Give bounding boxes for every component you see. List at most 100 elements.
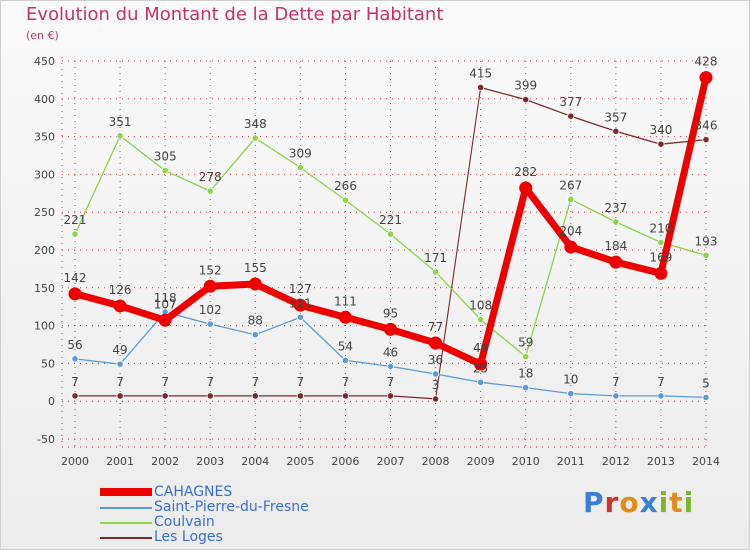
x-tick-label: 2009 [467,455,495,468]
data-label-les-loges: 415 [469,66,492,80]
data-point-cahagnes [699,71,713,85]
data-label-saint-pierre-du-fresne: 10 [563,373,578,387]
data-point-cahagnes [203,279,217,293]
data-point-saint-pierre-du-fresne [702,393,710,402]
data-point-cahagnes [248,277,262,291]
data-label-les-loges: 7 [206,375,214,389]
axes: -50 0 50 100 150 200 250 300 350 400 450 2000 2001 20… [34,55,720,468]
data-point-coulvain [477,315,485,324]
x-tick-label: 2007 [377,455,405,468]
data-label-coulvain: 278 [199,170,222,184]
x-tick-label: 2006 [331,455,359,468]
data-point-cahagnes [564,240,578,254]
legend-swatch-cahagnes [100,488,152,496]
data-label-coulvain: 348 [244,117,267,131]
x-tick-label: 2011 [557,455,585,468]
data-label-saint-pierre-du-fresne: 54 [338,339,353,353]
data-label-cahagnes: 142 [64,271,87,285]
data-point-cahagnes [293,298,307,312]
data-point-coulvain [386,230,395,238]
data-label-coulvain: 305 [154,150,177,164]
data-label-cahagnes: 127 [289,282,312,296]
y-tick-label: 450 [34,55,55,68]
data-point-saint-pierre-du-fresne [71,355,79,363]
data-point-les-loges [477,83,485,92]
x-tick-label: 2012 [602,455,630,468]
data-point-coulvain [702,251,710,259]
data-point-saint-pierre-du-fresne [296,313,304,321]
data-point-les-loges [567,112,575,120]
data-point-coulvain [612,218,620,226]
y-tick-label: -50 [37,433,55,446]
data-point-les-loges [522,95,530,104]
data-label-cahagnes: 152 [199,263,222,277]
legend-swatch-les-loges [100,537,152,539]
x-tick-label: 2002 [151,455,179,468]
legend-item-cahagnes: CAHAGNES [100,484,360,500]
data-label-saint-pierre-du-fresne: 88 [248,314,263,328]
data-point-cahagnes [429,336,443,350]
legend-label-saint-pierre-du-fresne: Saint-Pierre-du-Fresne [154,499,309,515]
y-tick-label: 250 [34,206,55,219]
data-point-les-loges [612,127,620,135]
data-point-les-loges [116,392,124,400]
data-point-saint-pierre-du-fresne [116,360,124,368]
data-point-cahagnes [609,255,623,269]
data-label-coulvain: 266 [334,179,357,193]
data-label-cahagnes: 169 [649,250,672,264]
x-tick-label: 2008 [422,455,450,468]
legend-label-cahagnes: CAHAGNES [154,484,233,500]
data-point-les-loges [657,140,665,148]
data-point-les-loges [296,392,304,400]
data-label-saint-pierre-du-fresne: 18 [518,367,533,381]
data-label-les-loges: 7 [71,375,79,389]
data-point-cahagnes [338,310,352,324]
data-label-saint-pierre-du-fresne: 118 [154,291,177,305]
chart-unit-label: (en €) [26,29,59,42]
data-label-saint-pierre-du-fresne: 7 [612,375,620,389]
data-point-saint-pierre-du-fresne [386,362,395,371]
data-point-cahagnes [474,357,488,371]
data-point-saint-pierre-du-fresne [341,356,350,364]
data-point-saint-pierre-du-fresne [612,392,620,400]
data-label-les-loges: 340 [649,123,672,137]
data-label-les-loges: 7 [387,375,395,389]
x-tick-label: 2010 [512,455,540,468]
legend: CAHAGNES Saint-Pierre-du-Fresne Coulvain… [100,484,360,545]
data-label-coulvain: 351 [109,115,132,129]
data-label-les-loges: 7 [342,375,350,389]
legend-label-coulvain: Coulvain [154,514,215,530]
data-point-cahagnes [384,322,397,336]
data-point-les-loges [431,395,440,403]
data-point-les-loges [341,392,350,400]
x-tick-label: 2003 [196,455,224,468]
data-point-les-loges [702,136,710,144]
data-label-coulvain: 210 [649,221,672,235]
data-point-coulvain [161,167,169,175]
x-tick-label: 2013 [647,455,675,468]
data-point-saint-pierre-du-fresne [522,383,530,392]
data-point-les-loges [206,392,214,400]
data-label-cahagnes: 111 [334,294,357,308]
data-point-coulvain [71,230,79,238]
data-label-coulvain: 108 [469,299,492,313]
y-tick-label: 300 [34,168,55,181]
x-tick-label: 2005 [286,455,314,468]
data-label-cahagnes: 95 [383,306,398,320]
data-label-les-loges: 377 [559,95,582,109]
data-point-coulvain [567,195,575,203]
data-point-coulvain [522,352,530,361]
data-label-saint-pierre-du-fresne: 49 [112,343,127,357]
data-label-les-loges: 7 [297,375,305,389]
data-point-saint-pierre-du-fresne [431,370,440,378]
data-label-saint-pierre-du-fresne: 5 [702,376,710,390]
x-tick-label: 2001 [106,455,134,468]
data-label-les-loges: 357 [604,110,627,124]
data-label-saint-pierre-du-fresne: 7 [657,375,665,389]
data-label-cahagnes: 204 [559,224,582,238]
data-point-les-loges [161,392,169,400]
data-point-saint-pierre-du-fresne [567,390,575,398]
data-label-cahagnes: 155 [244,261,267,275]
proxiti-logo: Proxiti [583,486,695,519]
